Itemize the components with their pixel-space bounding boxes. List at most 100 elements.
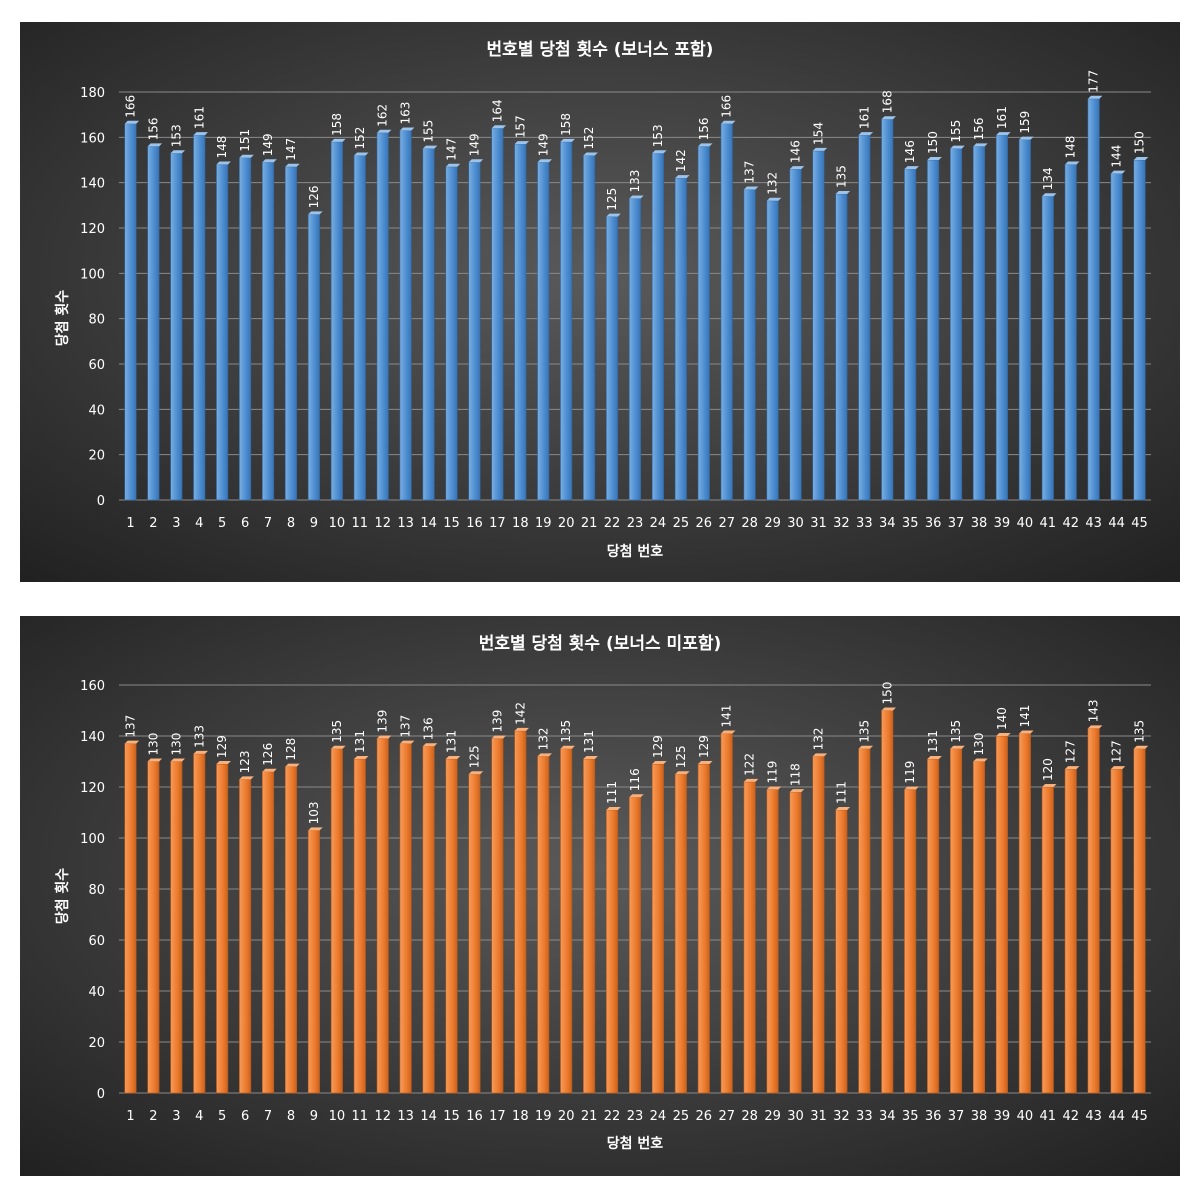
data-label: 129: [697, 735, 711, 758]
data-label: 136: [422, 717, 436, 740]
data-label: 164: [490, 99, 504, 122]
bar-cap: [124, 740, 140, 744]
bar-cap: [698, 761, 713, 765]
bar: [399, 743, 412, 1094]
bar: [628, 198, 642, 501]
bars: [124, 95, 1149, 501]
data-label: 149: [261, 133, 275, 156]
bar-cap: [308, 211, 323, 215]
data-label: 125: [605, 188, 619, 211]
x-tick-label: 39: [994, 516, 1011, 531]
x-tick-label: 4: [195, 1109, 203, 1124]
bar-cap: [422, 743, 438, 747]
data-labels: 137 130 130 133 129 123 126 128 103 135 131 139 137 1…: [123, 682, 1146, 825]
data-label: 141: [1018, 705, 1032, 728]
x-tick-label: 2: [149, 516, 157, 531]
bar: [262, 161, 275, 501]
bar-cap: [285, 763, 300, 767]
bar: [262, 771, 275, 1094]
x-tick-labels: 1 2 3 4 5 6 7 8 9 10 11 12 13 14 15 16 17 18 19 20 21 22 23 24 2…: [126, 516, 1147, 531]
bar-cap: [789, 166, 805, 170]
bar: [124, 743, 137, 1094]
y-tick-label: 40: [88, 985, 105, 1000]
bar: [284, 166, 298, 501]
bar-cap: [1019, 136, 1034, 140]
x-tick-label: 19: [535, 516, 552, 531]
bar-cap: [675, 771, 690, 775]
bar: [628, 796, 642, 1094]
data-label: 129: [215, 735, 229, 758]
data-label: 132: [766, 172, 780, 195]
data-label: 130: [972, 733, 986, 756]
bar-cap: [170, 758, 186, 762]
x-tick-label: 40: [1017, 1109, 1034, 1124]
bar: [995, 735, 1008, 1094]
x-tick-label: 20: [558, 516, 575, 531]
chart-title: 번호별 당첨 횟수 (보너스 미포함): [479, 633, 722, 654]
data-label: 156: [697, 117, 711, 140]
x-tick-label: 16: [466, 516, 483, 531]
bar: [789, 168, 802, 501]
bar: [514, 730, 527, 1094]
bar-cap: [858, 132, 874, 136]
x-tick-label: 29: [764, 516, 781, 531]
data-label: 139: [376, 710, 390, 733]
y-tick-labels: 0 20 40 60 80 100 120 140 160 180: [80, 86, 105, 509]
x-tick-label: 21: [581, 1109, 598, 1124]
bar-cap: [629, 195, 644, 199]
data-label: 137: [399, 715, 413, 738]
x-tick-label: 25: [673, 516, 690, 531]
bar-cap: [377, 129, 392, 133]
data-label: 158: [559, 113, 573, 136]
x-tick-label: 28: [741, 1109, 758, 1124]
y-axis-label: 당첨 횟수: [54, 868, 71, 925]
data-label: 162: [376, 104, 390, 127]
data-label: 131: [353, 730, 367, 753]
data-label: 159: [1018, 111, 1032, 134]
bar-cap: [835, 806, 851, 810]
x-tick-label: 29: [764, 1109, 781, 1124]
bar: [170, 761, 183, 1094]
bar: [835, 809, 848, 1094]
x-tick-label: 31: [810, 1109, 827, 1124]
bar: [743, 781, 756, 1094]
bar: [537, 756, 550, 1094]
data-label: 135: [834, 165, 848, 188]
data-label: 128: [284, 738, 298, 761]
bar: [1087, 728, 1100, 1094]
x-tick-label: 36: [925, 516, 942, 531]
bar: [147, 146, 160, 501]
bar: [1064, 768, 1077, 1094]
bar-cap: [606, 806, 621, 810]
bar: [950, 148, 963, 501]
bar-cap: [239, 154, 254, 158]
bar: [697, 146, 710, 501]
bar: [239, 157, 252, 501]
bar-cap: [331, 745, 346, 749]
bar: [606, 216, 619, 501]
data-label: 161: [857, 106, 871, 129]
chart-with-bonus-svg: 번호별 당첨 횟수 (보너스 포함) 020406080100120140160…: [20, 22, 1180, 582]
x-tick-label: 45: [1131, 1109, 1148, 1124]
x-tick-label: 18: [512, 516, 529, 531]
y-tick-label: 120: [80, 781, 105, 796]
x-tick-label: 8: [287, 1109, 295, 1124]
data-label: 155: [949, 120, 963, 143]
data-label: 161: [192, 106, 206, 129]
x-tick-label: 15: [443, 516, 460, 531]
data-label: 129: [651, 735, 665, 758]
data-label: 150: [1133, 131, 1147, 154]
bar-cap: [1087, 95, 1103, 99]
x-tick-label: 23: [627, 516, 644, 531]
x-tick-label: 39: [994, 1109, 1011, 1124]
bar-cap: [491, 125, 507, 129]
x-tick-label: 37: [948, 1109, 965, 1124]
x-tick-label: 30: [787, 516, 804, 531]
data-label: 149: [536, 133, 550, 156]
bar: [399, 130, 412, 501]
bar-cap: [675, 175, 690, 179]
data-label: 123: [238, 750, 252, 773]
y-tick-label: 80: [88, 883, 105, 898]
chart-without-bonus: 번호별 당첨 횟수 (보너스 미포함) 0 20 40 60 80 100 120 140 16…: [20, 616, 1180, 1176]
x-tick-label: 35: [902, 516, 919, 531]
